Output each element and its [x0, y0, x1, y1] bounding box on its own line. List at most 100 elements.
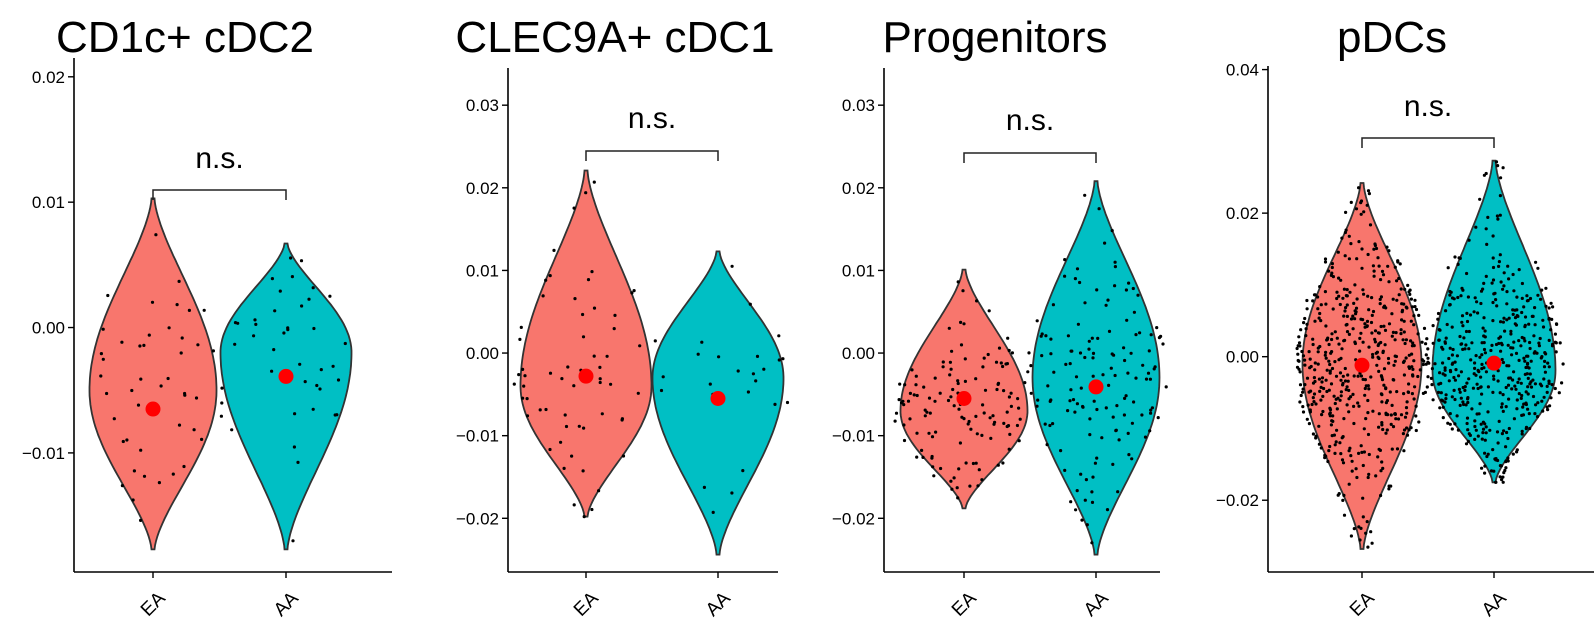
cell-point: [1347, 332, 1351, 336]
cell-point: [1453, 397, 1457, 402]
cell-point: [1386, 264, 1390, 268]
cell-point: [1377, 331, 1381, 335]
cell-point: [1382, 324, 1386, 328]
cell-point: [1512, 340, 1516, 344]
cell-point: [1528, 426, 1532, 431]
cell-point: [1498, 213, 1502, 217]
cell-point: [1525, 294, 1529, 298]
panel-2: CLEC9A+ cDC1 0.03 0.02 0.01 0.00 −0.01 −0.02 EA…: [455, 13, 790, 621]
cell-point: [1123, 396, 1127, 400]
cell-point: [1439, 391, 1443, 395]
cell-point: [894, 411, 899, 415]
cell-point: [1312, 400, 1316, 404]
panel-4: pDCs 0.04 0.02 0.00 −0.02 EA AA n.s.: [1216, 13, 1594, 621]
cell-point: [1361, 377, 1365, 381]
cell-point: [1502, 429, 1506, 433]
cell-point: [1337, 276, 1341, 280]
cell-point: [1388, 390, 1392, 394]
cell-point: [1035, 404, 1039, 408]
cell-point: [1490, 281, 1494, 285]
cell-point: [741, 469, 745, 473]
cell-point: [1369, 530, 1373, 534]
cell-point: [1476, 368, 1480, 372]
cell-point: [1506, 456, 1510, 460]
cell-point: [1497, 264, 1501, 268]
cell-point: [1441, 416, 1445, 420]
cell-point: [1406, 283, 1410, 287]
cell-point: [1483, 438, 1487, 442]
cell-point: [1063, 468, 1067, 472]
cell-point: [1405, 400, 1409, 404]
cell-point: [1424, 342, 1428, 346]
cell-point: [1303, 363, 1307, 367]
cell-point: [1480, 341, 1484, 345]
cell-point: [1410, 365, 1414, 369]
cell-point: [977, 468, 981, 472]
cell-point: [548, 274, 552, 278]
cell-point: [1149, 411, 1153, 415]
cell-point: [620, 418, 624, 422]
cell-point: [1341, 296, 1345, 300]
significance-label: n.s.: [195, 142, 243, 175]
cell-point: [1533, 350, 1537, 354]
cell-point: [1460, 320, 1464, 324]
cell-point: [1519, 344, 1523, 348]
cell-point: [1134, 376, 1138, 380]
cell-point: [1337, 342, 1341, 346]
cell-point: [1132, 310, 1136, 314]
cell-point: [1535, 415, 1540, 419]
cell-point: [908, 391, 913, 395]
cell-point: [1368, 223, 1373, 227]
cell-point: [1446, 266, 1450, 270]
cell-point: [1523, 323, 1527, 327]
cell-point: [1501, 393, 1505, 397]
cell-point: [613, 313, 617, 317]
cell-point: [1304, 327, 1308, 331]
cell-point: [1349, 395, 1353, 399]
mean-marker-aa: [710, 390, 726, 406]
cell-point: [1451, 347, 1455, 352]
cell-point: [1346, 379, 1350, 383]
cell-point: [956, 280, 960, 284]
cell-point: [902, 423, 906, 427]
cell-point: [525, 414, 530, 418]
cell-point: [1480, 353, 1484, 357]
cell-point: [1462, 336, 1466, 340]
cell-point: [1331, 419, 1335, 423]
cell-point: [1370, 313, 1374, 317]
cell-point: [1342, 417, 1346, 421]
cell-point: [1313, 368, 1317, 372]
cell-point: [1029, 391, 1033, 395]
cell-point: [773, 402, 777, 406]
cell-point: [1150, 406, 1154, 410]
cell-point: [1316, 346, 1320, 350]
cell-point: [1410, 352, 1414, 356]
cell-point: [1414, 428, 1418, 433]
cell-point: [1448, 293, 1452, 297]
cell-point: [948, 360, 953, 364]
cell-point: [1501, 475, 1505, 479]
cell-point: [1066, 334, 1070, 338]
cell-point: [521, 396, 525, 400]
cell-point: [1366, 398, 1370, 403]
cell-point: [1501, 166, 1505, 170]
cell-point: [1507, 316, 1511, 320]
cell-point: [1452, 388, 1456, 392]
cell-point: [1390, 312, 1394, 316]
cell-point: [303, 380, 307, 384]
cell-point: [980, 478, 984, 482]
cell-point: [1450, 427, 1454, 431]
cell-point: [1149, 408, 1153, 412]
cell-point: [1328, 412, 1332, 416]
cell-point: [1161, 342, 1165, 346]
cell-point: [1517, 268, 1521, 272]
cell-point: [1399, 413, 1404, 417]
cell-point: [1377, 412, 1381, 416]
cell-point: [200, 437, 204, 441]
cell-point: [1001, 461, 1005, 465]
cell-point: [560, 377, 564, 381]
cell-point: [908, 417, 912, 421]
cell-point: [99, 374, 103, 378]
cell-point: [1457, 387, 1461, 391]
cell-point: [598, 365, 602, 369]
